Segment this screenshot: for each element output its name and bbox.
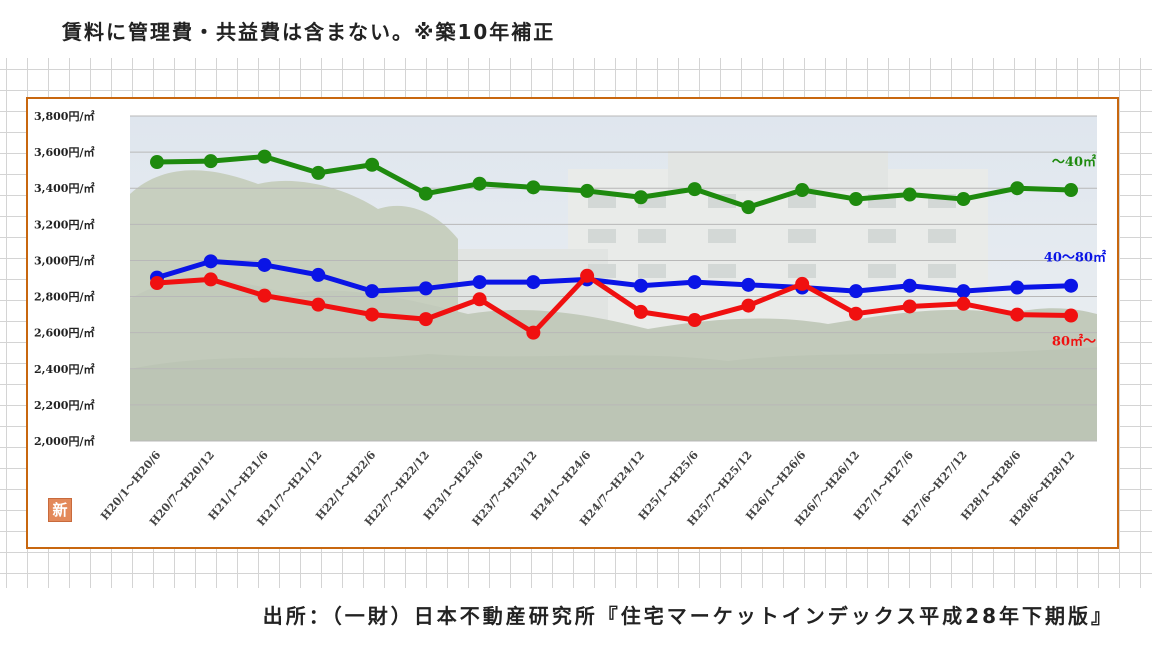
series-lines — [150, 149, 1078, 340]
data-point — [687, 275, 702, 290]
data-point — [741, 200, 756, 215]
data-point — [150, 155, 164, 170]
data-point — [741, 298, 756, 313]
y-tick-label: 2,800円/㎡ — [34, 290, 94, 304]
data-point — [1064, 278, 1078, 293]
data-point — [580, 268, 595, 283]
series-line — [156, 154, 1072, 210]
caption-note: 賃料に管理費・共益費は含まない。※築10年補正 — [62, 20, 556, 44]
data-point — [418, 186, 433, 201]
data-point — [848, 306, 863, 321]
data-point — [1064, 183, 1078, 198]
data-point — [526, 180, 541, 195]
series-line — [156, 258, 1072, 294]
data-point — [956, 296, 971, 311]
data-point — [1064, 308, 1078, 323]
data-point — [257, 257, 272, 272]
data-point — [203, 272, 218, 287]
data-point — [472, 176, 487, 191]
data-point — [795, 183, 810, 198]
data-point — [311, 165, 326, 180]
y-axis: 3,800円/㎡ 3,600円/㎡ 3,400円/㎡ 3,200円/㎡ 3,000円/㎡… — [34, 109, 94, 448]
series-labels: ～40㎡ 40～80㎡ 80㎡～ — [1044, 154, 1106, 349]
data-point — [1010, 181, 1025, 196]
series-line — [156, 273, 1072, 336]
line-chart: 3,800円/㎡ 3,600円/㎡ 3,400円/㎡ 3,200円/㎡ 3,000円/㎡… — [34, 109, 1106, 528]
chart-frame: 3,800円/㎡ 3,600円/㎡ 3,400円/㎡ 3,200円/㎡ 3,000円/㎡… — [26, 97, 1119, 549]
source-band — [0, 588, 1152, 648]
photo-background — [130, 116, 1097, 441]
new-badge-icon: 新 — [48, 498, 72, 522]
data-point — [902, 278, 917, 293]
data-point — [526, 325, 541, 340]
data-point — [257, 149, 272, 164]
series-label: 40～80㎡ — [1044, 250, 1106, 266]
data-point — [418, 281, 433, 296]
data-point — [203, 154, 218, 169]
y-tick-label: 2,600円/㎡ — [34, 326, 94, 340]
data-point — [150, 276, 164, 291]
source-note: 出所：（一財）日本不動産研究所『住宅マーケットインデックス平成28年下期版』 — [262, 604, 1114, 628]
data-point — [365, 157, 380, 172]
data-point — [633, 278, 648, 293]
data-point — [526, 275, 541, 290]
y-tick-label: 2,200円/㎡ — [34, 398, 94, 412]
data-point — [472, 275, 487, 290]
data-point — [633, 190, 648, 205]
series-label: 80㎡～ — [1052, 334, 1096, 350]
data-point — [1010, 280, 1025, 295]
data-point — [687, 313, 702, 328]
data-point — [418, 312, 433, 327]
data-point — [741, 277, 756, 292]
data-point — [902, 187, 917, 202]
y-tick-label: 2,000円/㎡ — [34, 434, 94, 448]
y-tick-label: 3,200円/㎡ — [34, 217, 94, 231]
data-point — [795, 276, 810, 291]
data-point — [956, 192, 971, 207]
y-tick-label: 3,000円/㎡ — [34, 253, 94, 267]
data-point — [687, 182, 702, 197]
data-point — [311, 267, 326, 282]
data-point — [311, 297, 326, 312]
y-tick-label: 3,400円/㎡ — [34, 181, 94, 195]
y-tick-label: 3,600円/㎡ — [34, 145, 94, 159]
data-point — [257, 288, 272, 303]
series-label: ～40㎡ — [1052, 154, 1096, 170]
data-point — [956, 284, 971, 299]
data-point — [472, 292, 487, 307]
y-tick-label: 2,400円/㎡ — [34, 362, 94, 376]
data-point — [365, 284, 380, 299]
data-point — [848, 192, 863, 207]
y-tick-label: 3,800円/㎡ — [34, 109, 94, 123]
data-point — [633, 304, 648, 319]
data-point — [902, 299, 917, 314]
data-point — [1010, 307, 1025, 322]
x-axis: H20/1～H20/6H20/7～H20/12H21/1～H21/6H21/7～… — [98, 448, 1077, 528]
gridlines — [130, 115, 1097, 442]
data-point — [365, 307, 380, 322]
data-point — [203, 254, 218, 269]
data-point — [580, 183, 595, 198]
caption-band — [0, 0, 1152, 58]
data-point — [848, 284, 863, 299]
